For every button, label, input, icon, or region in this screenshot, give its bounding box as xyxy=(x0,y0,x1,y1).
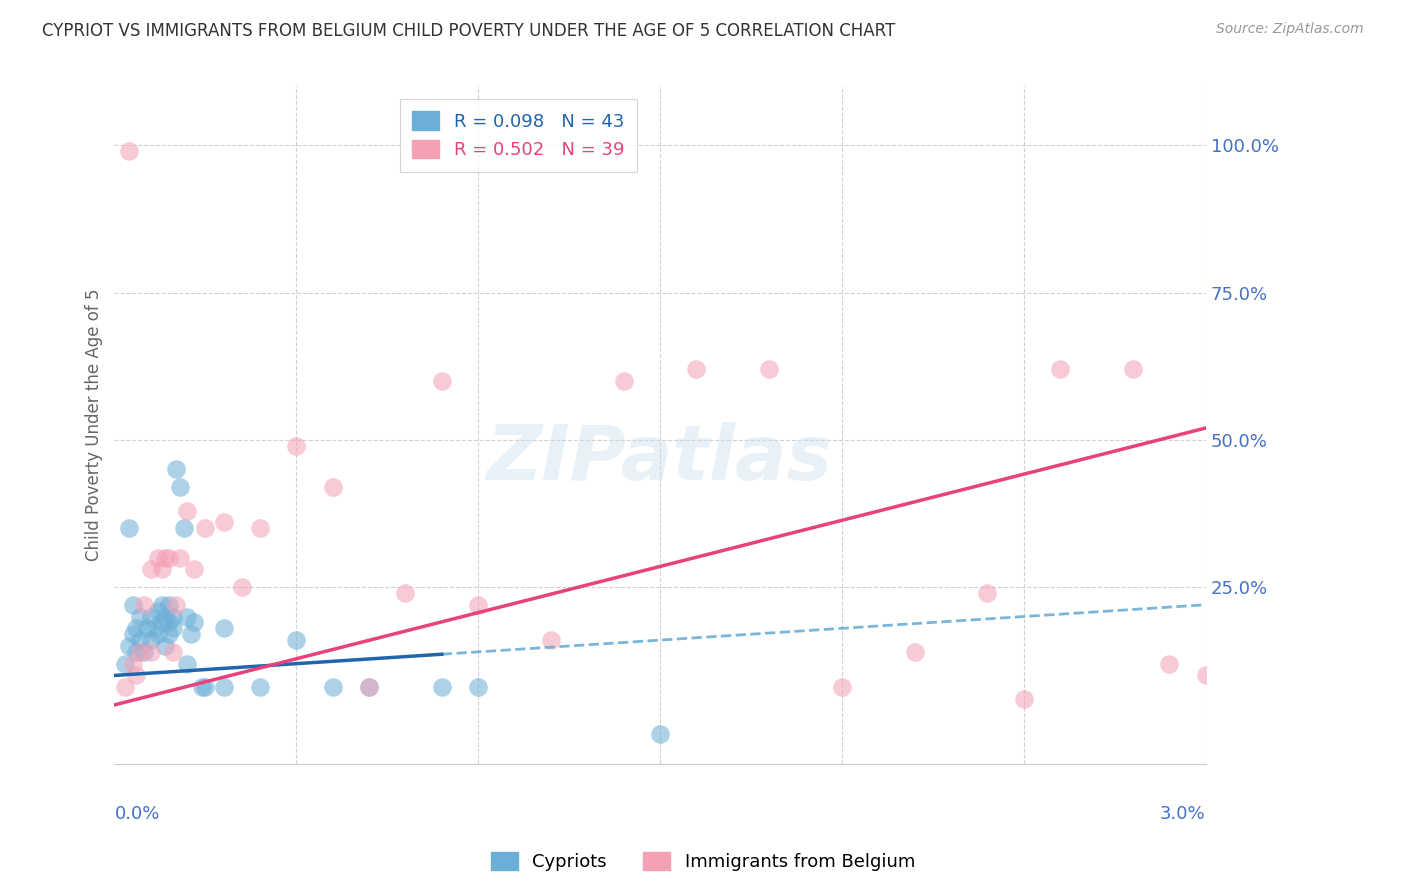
Point xyxy=(285,439,308,453)
Point xyxy=(146,627,169,641)
Point xyxy=(1195,668,1218,682)
Point xyxy=(155,609,177,624)
Point xyxy=(249,680,271,694)
Point xyxy=(155,550,177,565)
Text: Source: ZipAtlas.com: Source: ZipAtlas.com xyxy=(1216,22,1364,37)
Point xyxy=(394,586,416,600)
Point xyxy=(165,598,187,612)
Text: 0.0%: 0.0% xyxy=(114,805,160,823)
Point xyxy=(169,550,191,565)
Text: CYPRIOT VS IMMIGRANTS FROM BELGIUM CHILD POVERTY UNDER THE AGE OF 5 CORRELATION : CYPRIOT VS IMMIGRANTS FROM BELGIUM CHILD… xyxy=(42,22,896,40)
Point xyxy=(125,668,148,682)
Point xyxy=(114,657,136,671)
Point xyxy=(157,627,180,641)
Point xyxy=(1122,362,1144,376)
Point xyxy=(118,521,141,535)
Point xyxy=(146,550,169,565)
Point xyxy=(613,374,636,388)
Point xyxy=(165,462,187,476)
Point xyxy=(136,621,159,635)
Point xyxy=(176,503,198,517)
Point xyxy=(139,562,162,576)
Point xyxy=(648,727,671,741)
Point xyxy=(430,374,453,388)
Legend: R = 0.098   N = 43, R = 0.502   N = 39: R = 0.098 N = 43, R = 0.502 N = 39 xyxy=(399,99,637,172)
Point xyxy=(132,598,155,612)
Point xyxy=(162,621,184,635)
Point xyxy=(139,645,162,659)
Point xyxy=(169,480,191,494)
Point xyxy=(904,645,927,659)
Point xyxy=(1012,692,1035,706)
Point xyxy=(150,598,173,612)
Point xyxy=(118,144,141,158)
Point xyxy=(157,598,180,612)
Point xyxy=(128,609,150,624)
Point xyxy=(118,639,141,653)
Point xyxy=(467,598,489,612)
Point xyxy=(128,645,150,659)
Point xyxy=(194,521,217,535)
Point xyxy=(121,627,143,641)
Point xyxy=(180,627,202,641)
Point xyxy=(357,680,380,694)
Point xyxy=(114,680,136,694)
Point xyxy=(157,615,180,630)
Point xyxy=(128,633,150,648)
Point xyxy=(357,680,380,694)
Point xyxy=(121,657,143,671)
Point xyxy=(249,521,271,535)
Point xyxy=(231,580,253,594)
Point xyxy=(190,680,212,694)
Y-axis label: Child Poverty Under the Age of 5: Child Poverty Under the Age of 5 xyxy=(86,289,103,561)
Point xyxy=(150,615,173,630)
Point xyxy=(194,680,217,694)
Point xyxy=(467,680,489,694)
Point xyxy=(430,680,453,694)
Point xyxy=(212,621,235,635)
Point xyxy=(212,680,235,694)
Text: ZIPatlas: ZIPatlas xyxy=(486,422,832,496)
Point xyxy=(285,633,308,648)
Point xyxy=(1159,657,1181,671)
Point xyxy=(143,621,166,635)
Point xyxy=(976,586,998,600)
Point xyxy=(183,615,205,630)
Point xyxy=(150,562,173,576)
Point xyxy=(540,633,562,648)
Point xyxy=(173,521,195,535)
Point xyxy=(125,621,148,635)
Point xyxy=(157,550,180,565)
Point xyxy=(176,657,198,671)
Text: 3.0%: 3.0% xyxy=(1160,805,1206,823)
Point xyxy=(322,680,344,694)
Point xyxy=(758,362,780,376)
Point xyxy=(155,639,177,653)
Point xyxy=(162,609,184,624)
Point xyxy=(132,645,155,659)
Point xyxy=(831,680,853,694)
Point xyxy=(139,609,162,624)
Point xyxy=(162,645,184,659)
Point xyxy=(212,516,235,530)
Point xyxy=(125,645,148,659)
Point xyxy=(183,562,205,576)
Point xyxy=(1049,362,1071,376)
Point xyxy=(176,609,198,624)
Point xyxy=(685,362,707,376)
Point xyxy=(322,480,344,494)
Legend: Cypriots, Immigrants from Belgium: Cypriots, Immigrants from Belgium xyxy=(484,845,922,879)
Point xyxy=(121,598,143,612)
Point xyxy=(146,604,169,618)
Point xyxy=(139,633,162,648)
